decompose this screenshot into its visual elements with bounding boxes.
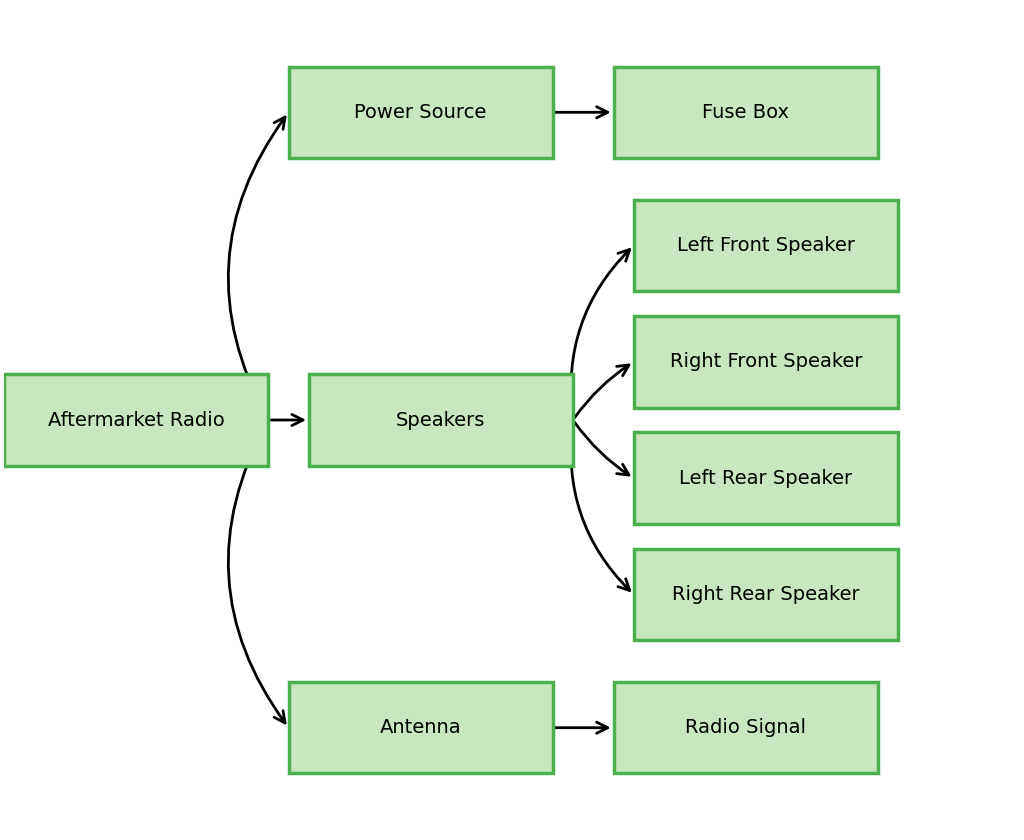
Text: Right Rear Speaker: Right Rear Speaker <box>672 585 860 604</box>
FancyBboxPatch shape <box>613 682 878 774</box>
FancyBboxPatch shape <box>309 375 573 465</box>
FancyBboxPatch shape <box>289 682 553 774</box>
FancyBboxPatch shape <box>634 549 898 640</box>
Text: Speakers: Speakers <box>396 411 485 429</box>
Text: Aftermarket Radio: Aftermarket Radio <box>48 411 224 429</box>
Text: Radio Signal: Radio Signal <box>685 718 806 738</box>
Text: Left Rear Speaker: Left Rear Speaker <box>679 469 852 488</box>
Text: Fuse Box: Fuse Box <box>702 102 790 122</box>
Text: Power Source: Power Source <box>354 102 486 122</box>
FancyBboxPatch shape <box>289 66 553 158</box>
Text: Antenna: Antenna <box>380 718 462 738</box>
FancyBboxPatch shape <box>613 66 878 158</box>
FancyBboxPatch shape <box>4 375 268 465</box>
FancyBboxPatch shape <box>634 200 898 291</box>
Text: Right Front Speaker: Right Front Speaker <box>670 352 862 371</box>
Text: Left Front Speaker: Left Front Speaker <box>677 236 855 255</box>
FancyBboxPatch shape <box>634 433 898 524</box>
FancyBboxPatch shape <box>634 316 898 407</box>
